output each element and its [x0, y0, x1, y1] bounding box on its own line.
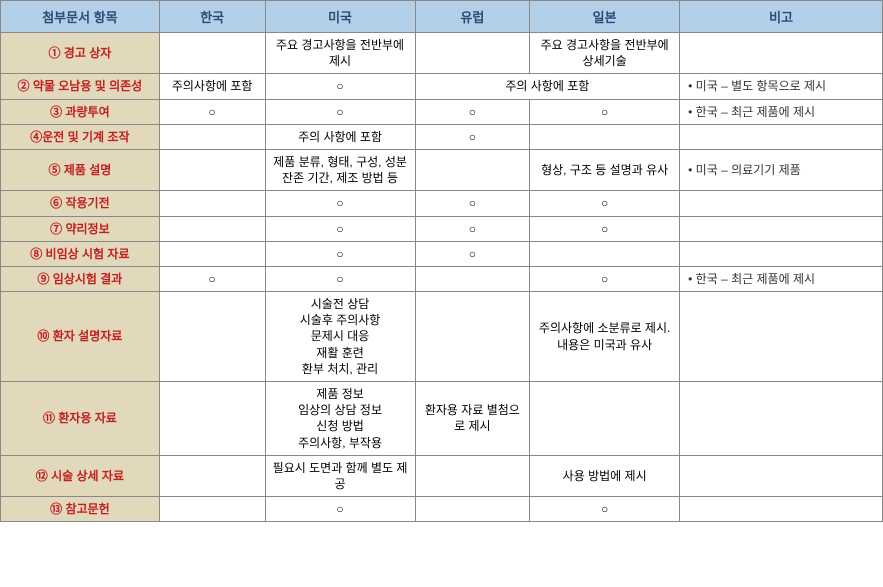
row-label: ⑩ 환자 설명자료 — [1, 292, 160, 382]
table-row: ⑨ 임상시험 결과○○○한국 – 최근 제품에 제시 — [1, 266, 883, 291]
cell-eu — [415, 33, 530, 74]
row-label: ⑧ 비임상 시험 자료 — [1, 241, 160, 266]
cell-eu — [415, 266, 530, 291]
header-label: 첨부문서 항목 — [1, 1, 160, 33]
cell-jp: 사용 방법에 제시 — [530, 455, 680, 496]
cell-eu: ○ — [415, 124, 530, 149]
cell-note — [680, 33, 883, 74]
cell-jp: ○ — [530, 216, 680, 241]
cell-kr: ○ — [159, 266, 265, 291]
cell-eu: 환자용 자료 별첨으로 제시 — [415, 382, 530, 456]
table-row: ⑩ 환자 설명자료 시술전 상담시술후 주의사항문제시 대응재활 훈련환부 처치,… — [1, 292, 883, 382]
cell-eu: ○ — [415, 241, 530, 266]
table-row: ③ 과량투여○○○○한국 – 최근 제품에 제시 — [1, 99, 883, 124]
header-us: 미국 — [265, 1, 415, 33]
cell-note: 미국 – 의료기기 제품 — [680, 149, 883, 190]
cell-eu: ○ — [415, 99, 530, 124]
cell-jp: 주요 경고사항을 전반부에 상세기술 — [530, 33, 680, 74]
cell-us: 제품 분류, 형태, 구성, 성분 잔존 기간, 제조 방법 등 — [265, 149, 415, 190]
cell-note — [680, 216, 883, 241]
table-row: ① 경고 상자 주요 경고사항을 전반부에 제시 주요 경고사항을 전반부에 상세기… — [1, 33, 883, 74]
table-row: ⑫ 시술 상세 자료 필요시 도면과 함께 별도 제공 사용 방법에 제시 — [1, 455, 883, 496]
comparison-table: 첨부문서 항목 한국 미국 유럽 일본 비고 ① 경고 상자 주요 경고사항을 전… — [0, 0, 883, 522]
row-label: ⑪ 환자용 자료 — [1, 382, 160, 456]
cell-us: 필요시 도면과 함께 별도 제공 — [265, 455, 415, 496]
row-label: ④운전 및 기계 조작 — [1, 124, 160, 149]
row-label: ⑫ 시술 상세 자료 — [1, 455, 160, 496]
table-row: ⑥ 작용기전○○○ — [1, 191, 883, 216]
table-header-row: 첨부문서 항목 한국 미국 유럽 일본 비고 — [1, 1, 883, 33]
cell-us: ○ — [265, 216, 415, 241]
header-eu: 유럽 — [415, 1, 530, 33]
cell-us: ○ — [265, 497, 415, 522]
cell-jp: ○ — [530, 497, 680, 522]
row-label: ② 약물 오남용 및 의존성 — [1, 74, 160, 99]
cell-note — [680, 292, 883, 382]
cell-us: ○ — [265, 241, 415, 266]
cell-kr — [159, 191, 265, 216]
cell-jp — [530, 124, 680, 149]
cell-us: ○ — [265, 266, 415, 291]
cell-kr — [159, 241, 265, 266]
cell-kr — [159, 382, 265, 456]
cell-eu — [415, 149, 530, 190]
cell-eu — [415, 497, 530, 522]
table-row: ⑦ 약리정보○○○ — [1, 216, 883, 241]
cell-jp: 형상, 구조 등 설명과 유사 — [530, 149, 680, 190]
cell-note — [680, 382, 883, 456]
cell-us: ○ — [265, 99, 415, 124]
cell-eu — [415, 455, 530, 496]
table-row: ⑧ 비임상 시험 자료 ○○ — [1, 241, 883, 266]
table-row: ② 약물 오남용 및 의존성주의사항에 포함○주의 사항에 포함미국 – 별도 … — [1, 74, 883, 99]
cell-jp: ○ — [530, 191, 680, 216]
cell-kr — [159, 292, 265, 382]
table-row: ⑤ 제품 설명 제품 분류, 형태, 구성, 성분 잔존 기간, 제조 방법 등 형… — [1, 149, 883, 190]
cell-us: 제품 정보임상의 상담 정보신청 방법주의사항, 부작용 — [265, 382, 415, 456]
cell-kr — [159, 33, 265, 74]
cell-note — [680, 241, 883, 266]
header-note: 비고 — [680, 1, 883, 33]
cell-note: 미국 – 별도 항목으로 제시 — [680, 74, 883, 99]
row-label: ⑦ 약리정보 — [1, 216, 160, 241]
row-label: ⑥ 작용기전 — [1, 191, 160, 216]
cell-note: 한국 – 최근 제품에 제시 — [680, 99, 883, 124]
cell-note — [680, 497, 883, 522]
table-row: ⑪ 환자용 자료 제품 정보임상의 상담 정보신청 방법주의사항, 부작용환자용 … — [1, 382, 883, 456]
table-row: ⑬ 참고문헌 ○ ○ — [1, 497, 883, 522]
table-body: ① 경고 상자 주요 경고사항을 전반부에 제시 주요 경고사항을 전반부에 상세기… — [1, 33, 883, 522]
row-label: ⑤ 제품 설명 — [1, 149, 160, 190]
cell-kr — [159, 455, 265, 496]
cell-eu: ○ — [415, 191, 530, 216]
cell-jp: ○ — [530, 99, 680, 124]
cell-kr — [159, 124, 265, 149]
header-jp: 일본 — [530, 1, 680, 33]
cell-jp: 주의사항에 소분류로 제시. 내용은 미국과 유사 — [530, 292, 680, 382]
cell-us: ○ — [265, 191, 415, 216]
cell-kr — [159, 216, 265, 241]
cell-us: ○ — [265, 74, 415, 99]
cell-note: 한국 – 최근 제품에 제시 — [680, 266, 883, 291]
cell-jp — [530, 382, 680, 456]
table-row: ④운전 및 기계 조작 주의 사항에 포함○ — [1, 124, 883, 149]
cell-us: 주의 사항에 포함 — [265, 124, 415, 149]
cell-jp: ○ — [530, 266, 680, 291]
cell-kr — [159, 149, 265, 190]
cell-note — [680, 124, 883, 149]
row-label: ⑬ 참고문헌 — [1, 497, 160, 522]
cell-kr: ○ — [159, 99, 265, 124]
cell-kr: 주의사항에 포함 — [159, 74, 265, 99]
cell-us: 시술전 상담시술후 주의사항문제시 대응재활 훈련환부 처치, 관리 — [265, 292, 415, 382]
cell-us: 주요 경고사항을 전반부에 제시 — [265, 33, 415, 74]
cell-jp — [530, 241, 680, 266]
cell-kr — [159, 497, 265, 522]
cell-eu-jp-merged: 주의 사항에 포함 — [415, 74, 680, 99]
cell-note — [680, 191, 883, 216]
row-label: ① 경고 상자 — [1, 33, 160, 74]
row-label: ③ 과량투여 — [1, 99, 160, 124]
header-kr: 한국 — [159, 1, 265, 33]
cell-note — [680, 455, 883, 496]
row-label: ⑨ 임상시험 결과 — [1, 266, 160, 291]
cell-eu — [415, 292, 530, 382]
cell-eu: ○ — [415, 216, 530, 241]
